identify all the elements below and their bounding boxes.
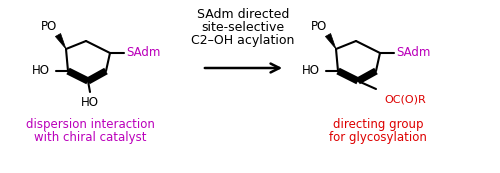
- Text: C2–OH acylation: C2–OH acylation: [192, 34, 294, 47]
- Text: SAdm directed: SAdm directed: [197, 8, 289, 21]
- Text: HO: HO: [81, 96, 99, 109]
- Text: with chiral catalyst: with chiral catalyst: [34, 131, 146, 144]
- Text: HO: HO: [302, 65, 320, 78]
- Text: directing group: directing group: [333, 118, 423, 131]
- Text: PO: PO: [311, 20, 327, 33]
- Polygon shape: [326, 34, 336, 49]
- Text: dispersion interaction: dispersion interaction: [26, 118, 154, 131]
- Text: site-selective: site-selective: [202, 21, 284, 34]
- Polygon shape: [56, 34, 66, 49]
- Text: OC(O)R: OC(O)R: [384, 95, 426, 105]
- Text: PO: PO: [41, 20, 57, 33]
- Text: SAdm: SAdm: [126, 47, 160, 60]
- Text: SAdm: SAdm: [396, 47, 430, 60]
- Text: HO: HO: [32, 65, 50, 78]
- Text: for glycosylation: for glycosylation: [329, 131, 427, 144]
